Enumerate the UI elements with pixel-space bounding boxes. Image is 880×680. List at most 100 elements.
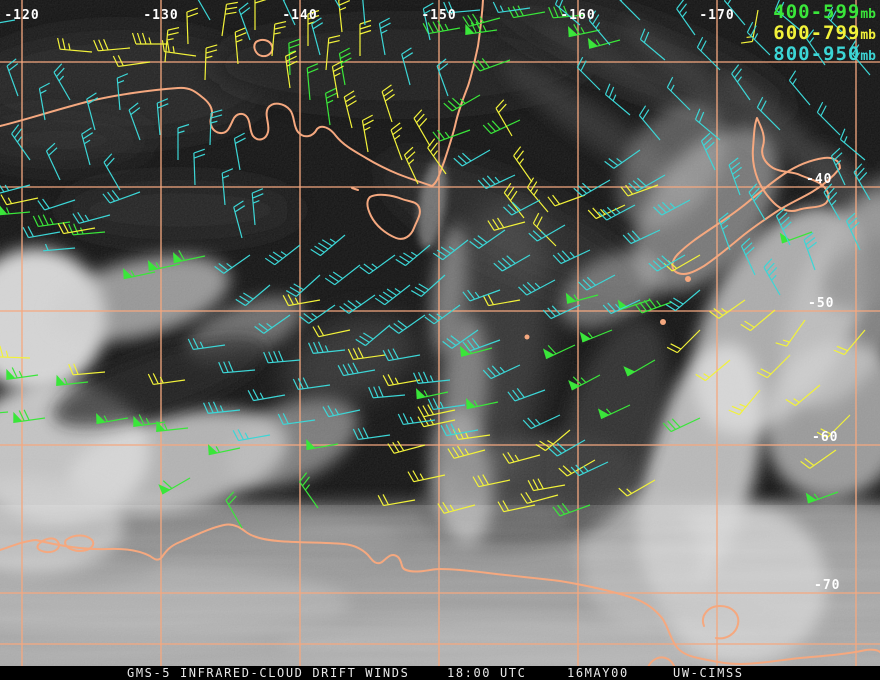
wind-barb [548,439,586,457]
wind-barb [495,99,513,137]
wind-barb [472,58,511,72]
wind-barb [648,254,686,272]
wind-barb [307,341,346,354]
grid-layer [0,0,880,666]
wind-barb [271,21,287,57]
wind-barb [462,13,501,27]
wind-barb [748,183,766,221]
wind-barb [422,20,461,35]
wind-barb [234,27,247,65]
wind-barb [665,289,701,312]
wind-barb [774,0,801,31]
wind-barb [310,234,346,257]
latitude-label: -50 [808,296,834,311]
wind-barb [407,470,446,483]
wind-barb [193,148,206,186]
wind-barb [552,503,591,517]
wind-barb [382,374,421,387]
wind-barb [604,149,641,169]
wind-barb [588,10,611,46]
wind-barb [0,402,9,416]
wind-barb [397,413,436,426]
wind-barb [378,17,391,56]
wind-barb [343,90,357,129]
wind-barb [306,63,319,101]
wind-barb [45,142,61,181]
wind-barb [826,6,851,41]
wind-barb [161,40,197,57]
wind-barb [639,28,666,61]
wind-barb [186,7,199,45]
wind-barb [0,204,31,216]
wind-barb [38,82,50,121]
wind-barb [723,0,746,26]
wind-barb [338,47,352,86]
wind-barb [620,184,659,197]
wind-barb [845,212,861,251]
wind-barb [503,199,541,216]
wind-barb [558,459,596,477]
coast-macquarie-island [660,319,666,325]
legend-item-high: 400-599mb [773,1,876,23]
wind-barb [527,478,566,492]
wind-barb [424,304,461,325]
wind-barb [254,314,291,334]
wind-barb [552,249,591,265]
wind-barb [763,258,781,296]
latitude-label: -70 [814,578,840,593]
wind-barb [662,417,701,433]
wind-barb [251,188,264,226]
wind-barb [806,29,826,66]
wind-barb [254,0,267,30]
wind-barb [666,329,701,354]
pressure-legend: 400-599mb 600-799mb 800-950mb [773,1,876,65]
wind-barb [158,477,191,495]
wind-barb [694,108,721,141]
wind-barb [465,398,499,410]
wind-barb [53,63,71,101]
wind-barb [0,181,31,194]
wind-barb [247,389,286,402]
wind-barb [696,36,721,71]
wind-barb [387,440,426,454]
wind-barb [565,292,599,304]
wind-barb [156,98,169,136]
wind-barb [233,132,246,171]
wind-barb [235,284,271,307]
coast-nz-south-island [671,156,841,276]
wind-barb [221,1,238,37]
wind-barb [507,388,546,402]
wind-barb [96,412,129,425]
geo-label-layer: -120 -130 -140 -150 -160 -170 -40 -50 -60 -70 [4,8,840,593]
wind-barb [709,299,746,319]
wind-barb [568,374,601,391]
wind-barb [57,37,93,53]
wind-barb [520,491,559,504]
wind-barb [477,174,516,190]
wind-barb [214,254,251,274]
coast-lake-island [253,38,274,58]
latitude-label: -40 [806,172,832,187]
longitude-label: -170 [699,8,734,23]
wind-barb [427,138,447,175]
coast-antarctica [0,523,880,665]
wind-barb [299,304,336,324]
wind-barb [6,58,19,97]
wind-barb [622,229,661,245]
wind-barb [482,294,521,307]
wind-barb [395,244,431,267]
wind-barb [352,427,391,441]
wind-barb [323,0,341,9]
wind-barb [788,70,811,106]
wind-barb [390,122,403,161]
wind-barb [264,244,301,266]
coast-antarctic-hook [647,656,676,666]
wind-barb [324,87,337,126]
wind-barb [68,223,106,236]
wind-barb [322,405,361,418]
wind-barb [403,146,419,185]
wind-barb [81,127,94,166]
wind-barb [282,294,321,307]
wind-barb [410,274,446,297]
